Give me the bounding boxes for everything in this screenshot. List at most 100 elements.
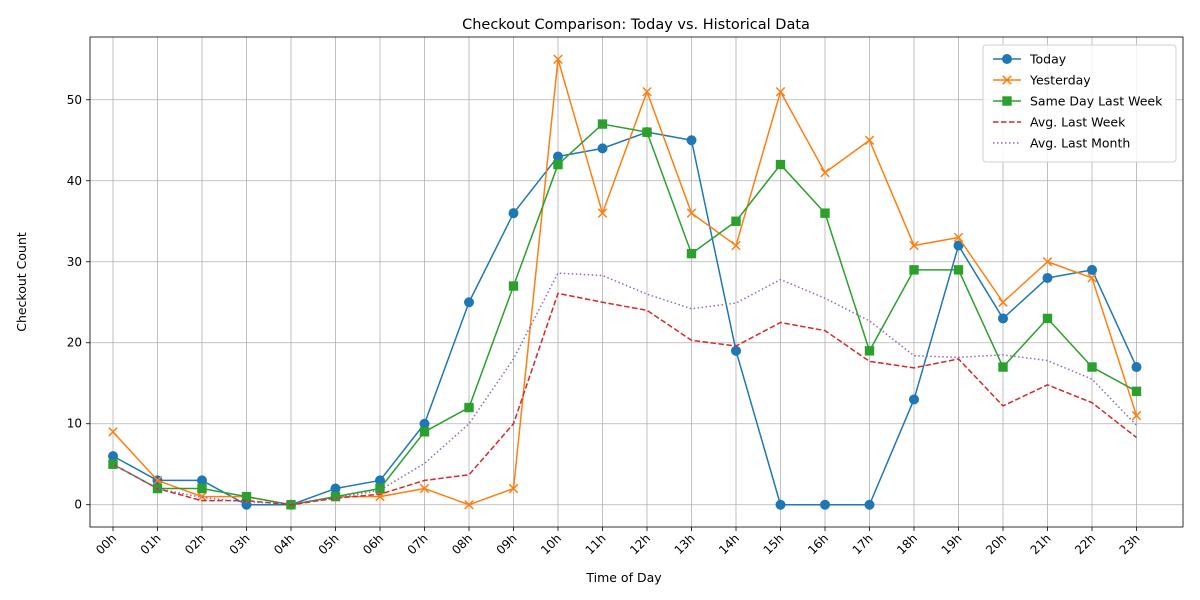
x-marker-stroke [464, 499, 474, 510]
x-marker-stroke [508, 483, 519, 494]
data-point [108, 427, 118, 437]
y-axis-label: Checkout Count [14, 232, 29, 332]
data-point [953, 240, 964, 251]
data-point [686, 248, 697, 259]
data-point [1087, 362, 1097, 372]
data-point [197, 483, 207, 494]
x-marker-stroke [864, 135, 875, 145]
legend-entry: Same Day Last Week [993, 94, 1163, 109]
legend-entry: Avg. Last Week [993, 115, 1126, 130]
x-marker-stroke [731, 240, 741, 251]
data-point [1002, 75, 1012, 85]
data-point [731, 345, 741, 356]
x-marker-stroke [1131, 410, 1142, 421]
x-axis-label: Time of Day [585, 570, 662, 585]
series-avg-last-week [112, 292, 1137, 506]
data-point [1087, 273, 1097, 283]
data-point [953, 232, 964, 243]
x-marker-stroke [1002, 75, 1012, 85]
data-point [1131, 362, 1142, 373]
x-marker-stroke [1087, 273, 1097, 283]
series-line [112, 292, 1137, 506]
data-point [775, 86, 786, 97]
data-point [1087, 264, 1097, 275]
legend-label: Today [1029, 52, 1067, 67]
chart-title: Checkout Comparison: Today vs. Historica… [462, 17, 810, 33]
data-point [820, 167, 830, 178]
data-point [953, 265, 964, 275]
data-point [375, 483, 385, 494]
data-point [731, 240, 741, 251]
data-point [642, 127, 652, 137]
x-marker-stroke [953, 232, 964, 243]
legend-label: Avg. Last Month [1030, 136, 1130, 151]
data-point [1042, 272, 1053, 283]
data-point [998, 313, 1008, 324]
data-point [197, 491, 207, 502]
data-point [864, 499, 875, 510]
x-marker-stroke [553, 54, 563, 65]
data-point [864, 346, 875, 356]
data-point [686, 208, 697, 218]
data-point [108, 451, 118, 462]
y-tick-label: 40 [67, 174, 82, 188]
data-point [909, 265, 919, 275]
x-marker-stroke [152, 475, 163, 486]
data-point [508, 281, 519, 291]
data-point [731, 216, 741, 226]
data-point [152, 475, 163, 486]
data-point [686, 135, 697, 146]
legend-label: Avg. Last Week [1030, 115, 1126, 130]
y-tick-label: 30 [67, 255, 82, 269]
data-point [1131, 410, 1142, 421]
x-marker-stroke [419, 483, 430, 494]
data-point [464, 297, 474, 308]
x-marker-stroke [197, 491, 207, 502]
data-point [642, 86, 652, 97]
data-point [553, 159, 563, 170]
data-point [909, 394, 919, 405]
y-tick-label: 50 [67, 93, 82, 107]
legend-entry: Today [993, 52, 1067, 67]
data-point [197, 475, 207, 486]
data-point [864, 135, 875, 145]
legend-label: Same Day Last Week [1030, 94, 1163, 109]
data-point [775, 159, 786, 170]
series-layer [108, 54, 1142, 510]
data-point [508, 483, 519, 494]
x-marker-stroke [108, 427, 118, 437]
data-point [330, 483, 341, 494]
data-point [553, 54, 563, 65]
data-point [775, 499, 786, 510]
legend-entry: Yesterday [993, 73, 1091, 88]
data-point [419, 418, 430, 429]
data-point [330, 491, 341, 502]
y-tick-label: 20 [67, 336, 82, 350]
x-marker-stroke [998, 297, 1008, 307]
x-marker-stroke [775, 86, 786, 97]
data-point [508, 208, 519, 219]
legend-box [982, 44, 1177, 163]
data-point [464, 402, 474, 413]
data-point [1002, 54, 1012, 64]
data-point [820, 499, 830, 510]
data-point [553, 151, 563, 162]
data-point [419, 427, 430, 437]
x-marker-stroke [820, 167, 830, 178]
data-point [998, 297, 1008, 307]
data-point [1042, 257, 1053, 267]
data-point [1002, 96, 1012, 106]
x-marker-stroke [1042, 257, 1053, 267]
data-point [464, 499, 474, 510]
legend: Today Yesterday Same Day Last Week Avg. Las… [982, 44, 1177, 163]
x-marker-stroke [909, 240, 919, 251]
data-point [419, 483, 430, 494]
legend-entry: Avg. Last Month [993, 136, 1130, 151]
data-point [909, 240, 919, 251]
x-marker-stroke [375, 491, 385, 502]
data-point [998, 362, 1008, 372]
legend-label: Yesterday [1029, 73, 1091, 88]
x-marker-stroke [642, 86, 652, 97]
